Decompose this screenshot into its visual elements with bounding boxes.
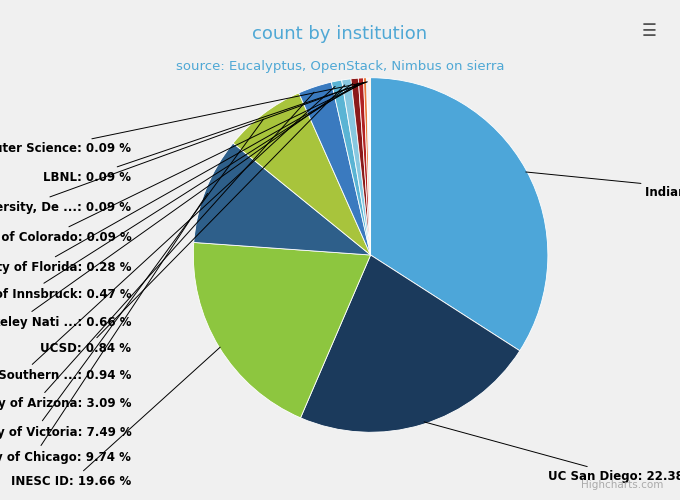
Text: University of Victoria: 7.49 %: University of Victoria: 7.49 % [0, 119, 263, 439]
Wedge shape [299, 82, 371, 255]
Text: source: Eucalyptus, OpenStack, Nimbus on sierra: source: Eucalyptus, OpenStack, Nimbus on… [175, 60, 505, 73]
Wedge shape [194, 143, 371, 255]
Text: Lawrence Berkeley Nati ...: 0.66 %: Lawrence Berkeley Nati ...: 0.66 % [0, 84, 353, 329]
Wedge shape [193, 242, 371, 418]
Text: University of Chicago: 9.74 %: University of Chicago: 9.74 % [0, 194, 207, 464]
Wedge shape [367, 78, 371, 255]
Text: University of Innsbruck: 0.47 %: University of Innsbruck: 0.47 % [0, 83, 359, 300]
Text: University of Arizona: 3.09 %: University of Arizona: 3.09 % [0, 92, 314, 410]
Text: UC San Diego: 22.38 %: UC San Diego: 22.38 % [424, 422, 680, 483]
Wedge shape [369, 78, 371, 255]
Text: Indiana University: 34.08 %: Indiana University: 34.08 % [526, 172, 680, 200]
Wedge shape [370, 78, 371, 255]
Text: Univ. of Colorado: 0.09 %: Univ. of Colorado: 0.09 % [0, 82, 364, 244]
Text: University of Florida: 0.28 %: University of Florida: 0.28 % [0, 82, 362, 274]
Text: Computer Science: 0.09 %: Computer Science: 0.09 % [0, 82, 367, 155]
Wedge shape [301, 255, 520, 432]
Text: INESC ID: 19.66 %: INESC ID: 19.66 % [11, 347, 220, 488]
Text: Highcharts.com: Highcharts.com [581, 480, 663, 490]
Text: ☰: ☰ [641, 22, 656, 40]
Text: LBNL: 0.09 %: LBNL: 0.09 % [44, 82, 367, 184]
Text: Indiana University, De ...: 0.09 %: Indiana University, De ...: 0.09 % [0, 82, 366, 214]
Wedge shape [371, 78, 548, 351]
Wedge shape [351, 78, 371, 255]
Wedge shape [368, 78, 371, 255]
Wedge shape [358, 78, 371, 255]
Wedge shape [364, 78, 371, 255]
Text: University of Southern ...: 0.94 %: University of Southern ...: 0.94 % [0, 86, 335, 382]
Wedge shape [341, 79, 371, 255]
Text: count by institution: count by institution [252, 25, 428, 43]
Text: UCSD: 0.84 %: UCSD: 0.84 % [40, 85, 345, 355]
Wedge shape [233, 93, 371, 255]
Wedge shape [331, 80, 371, 255]
